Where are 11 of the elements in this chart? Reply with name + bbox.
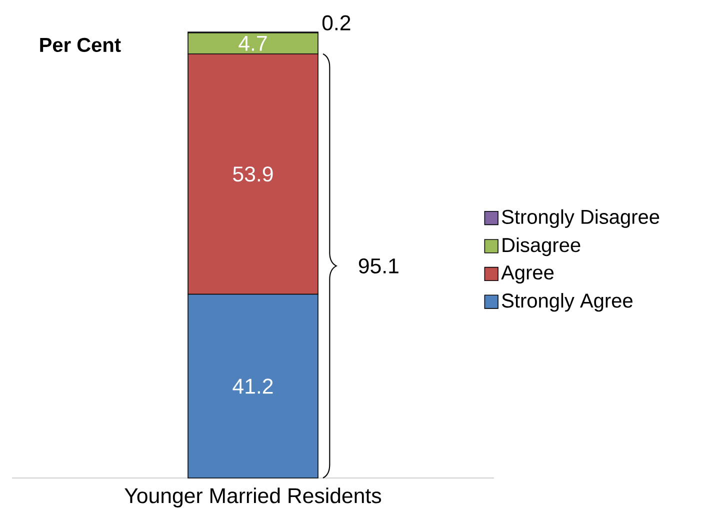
text: 95.1 [358,258,398,274]
legend-label: Agree [501,266,554,284]
legend-label: Disagree [502,237,580,256]
y-axis-title: Per Cent [40,38,121,52]
legend-label: Strongly Agree [502,293,632,312]
legend-label: Strongly Disagree [502,209,660,228]
data-label: 0.2 [322,15,350,30]
x-tick-label: Younger Married Residents [124,488,382,508]
data-label: 53.9 [233,166,273,182]
data-label: 41.2 [232,378,273,394]
data-label: 4.7 [238,36,267,51]
